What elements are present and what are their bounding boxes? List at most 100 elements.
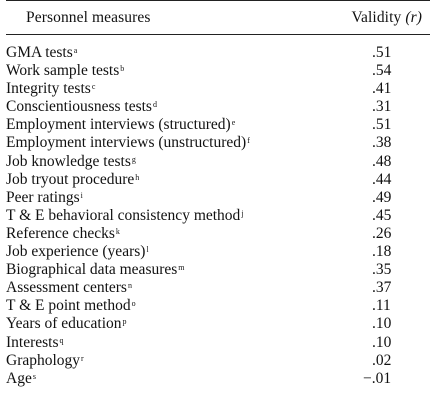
measure-cell: T & E point methodo <box>6 297 136 315</box>
footnote-marker: s <box>32 371 36 381</box>
table-row: Conscientiousness testsd .31 <box>6 98 430 116</box>
table-row: Job knowledge testsg .48 <box>6 153 430 171</box>
measure-label: Graphology <box>6 351 81 369</box>
measure-label: T & E point method <box>6 297 131 315</box>
measure-label: Employment interviews (unstructured) <box>6 134 247 152</box>
validity-value: .38 <box>372 134 392 152</box>
measure-label: Years of education <box>6 315 122 333</box>
table-row: Years of educationp .10 <box>6 315 430 333</box>
footnote-marker: p <box>122 317 127 327</box>
measure-cell: Peer ratingsi <box>6 189 83 207</box>
measure-label: Job tryout procedure <box>6 170 135 188</box>
measure-cell: Conscientiousness testsd <box>6 98 157 116</box>
footnote-marker: k <box>115 226 120 236</box>
footnote-marker: h <box>135 172 140 182</box>
measure-label: Employment interviews (structured) <box>6 116 231 134</box>
validity-value: .10 <box>372 315 392 333</box>
table-row: Employment interviews (structured)e .51 <box>6 116 430 134</box>
footnote-marker: o <box>131 299 136 309</box>
footnote-marker: l <box>146 245 149 255</box>
measure-cell: Reference checksk <box>6 225 120 243</box>
validity-value: .37 <box>372 279 392 297</box>
measure-label: Interests <box>6 333 59 351</box>
measure-cell: Job experience (years)l <box>6 243 149 261</box>
measure-label: Peer ratings <box>6 188 80 206</box>
validity-value: .48 <box>372 152 392 170</box>
validity-value: .02 <box>372 351 392 369</box>
validity-value: .11 <box>372 297 391 315</box>
header-rule <box>6 34 430 35</box>
footnote-marker: q <box>59 335 64 345</box>
measure-cell: Interestsq <box>6 334 64 352</box>
validity-value: .41 <box>372 80 392 98</box>
validity-value: .49 <box>372 188 392 206</box>
table-row: Integrity testsc .41 <box>6 80 430 98</box>
validity-value: .31 <box>372 98 392 116</box>
measure-label: GMA tests <box>6 44 73 61</box>
table-row: Ages −.01 <box>6 370 430 388</box>
measure-label: Age <box>6 369 32 387</box>
measure-cell: Years of educationp <box>6 315 127 333</box>
validity-value: .51 <box>372 116 392 134</box>
measure-label: Job experience (years) <box>6 243 146 261</box>
table-row: Peer ratingsi .49 <box>6 189 430 207</box>
table-row: Work sample testsb .54 <box>6 62 430 80</box>
measure-cell: Assessment centersn <box>6 279 132 297</box>
footnote-marker: r <box>81 353 84 363</box>
footnote-marker: m <box>178 263 185 273</box>
table-row: Assessment centersn .37 <box>6 279 430 297</box>
measures-column-header: Personnel measures <box>26 8 151 26</box>
measure-cell: Integrity testsc <box>6 80 95 98</box>
measure-cell: Job knowledge testsg <box>6 153 136 171</box>
validity-column-header: Validity (r) <box>351 9 430 27</box>
validity-value: .44 <box>372 170 392 188</box>
table-row: Employment interviews (unstructured)f .38 <box>6 134 430 152</box>
validity-value: .35 <box>372 261 392 279</box>
table-row: T & E behavioral consistency methodj .45 <box>6 207 430 225</box>
measure-cell: GMA testsa <box>6 44 77 62</box>
measure-cell: T & E behavioral consistency methodj <box>6 207 244 225</box>
table-row: Biographical data measuresm .35 <box>6 261 430 279</box>
footnote-marker: d <box>152 100 157 110</box>
measure-label: Biographical data measures <box>6 261 178 279</box>
measure-cell: Job tryout procedureh <box>6 171 139 189</box>
table-row: T & E point methodo .11 <box>6 297 430 315</box>
measure-cell: Employment interviews (structured)e <box>6 116 235 134</box>
measure-label: T & E behavioral consistency method <box>6 206 241 224</box>
footnote-marker: b <box>120 64 125 74</box>
footnote-marker: g <box>131 154 136 164</box>
table-header: Personnel measures Validity (r) <box>6 1 430 34</box>
validity-table: Personnel measures Validity (r) GMA test… <box>6 0 430 388</box>
validity-value: .10 <box>372 333 392 351</box>
table-row: Reference checksk .26 <box>6 225 430 243</box>
validity-header-label: Validity <box>351 8 402 26</box>
top-rule <box>6 0 430 1</box>
measure-label: Job knowledge tests <box>6 152 131 170</box>
measure-label: Work sample tests <box>6 62 120 80</box>
validity-value: .45 <box>372 206 392 224</box>
table-body: GMA testsa .51 Work sample testsb .54 Integr… <box>6 44 430 388</box>
footnote-marker: c <box>91 82 96 92</box>
measure-cell: Biographical data measuresm <box>6 261 185 279</box>
validity-header-symbol: (r) <box>405 8 422 26</box>
validity-value: −.01 <box>363 369 392 387</box>
validity-value: .51 <box>372 44 392 61</box>
footnote-marker: n <box>127 281 132 291</box>
measure-cell: Work sample testsb <box>6 62 124 80</box>
validity-value: .26 <box>372 224 392 242</box>
footnote-marker: i <box>80 190 83 200</box>
table-row: Graphologyr .02 <box>6 352 430 370</box>
measure-label: Assessment centers <box>6 279 127 297</box>
measure-label: Integrity tests <box>6 80 91 98</box>
measure-cell: Graphologyr <box>6 352 84 370</box>
validity-value: .54 <box>372 62 392 80</box>
table-row: Job tryout procedureh .44 <box>6 171 430 189</box>
measure-cell: Ages <box>6 370 36 388</box>
measure-label: Conscientiousness tests <box>6 98 152 116</box>
table-row: Interestsq .10 <box>6 334 430 352</box>
footnote-marker: a <box>73 46 78 55</box>
measure-cell: Employment interviews (unstructured)f <box>6 134 250 152</box>
measure-label: Reference checks <box>6 224 115 242</box>
table-row: Job experience (years)l .18 <box>6 243 430 261</box>
footnote-marker: f <box>247 136 250 146</box>
